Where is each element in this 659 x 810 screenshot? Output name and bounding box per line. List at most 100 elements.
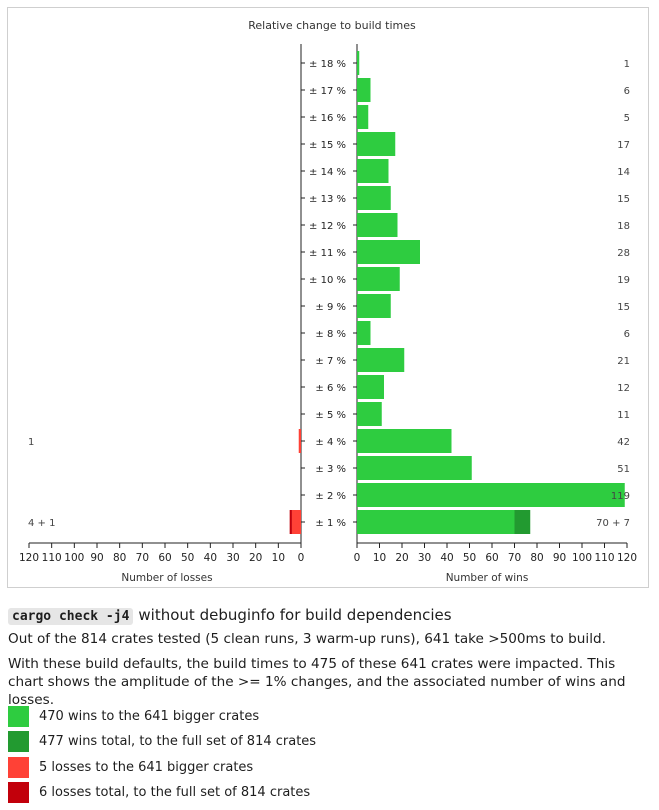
losses-x-tick-label: 10: [272, 552, 285, 564]
category-label: ± 7 %: [315, 356, 346, 367]
win-value-label: 11: [617, 410, 630, 421]
wins-x-tick-label: 40: [440, 552, 453, 564]
category-label: ± 15 %: [309, 140, 346, 151]
win-value-label: 5: [624, 113, 630, 124]
wins-x-tick-label: 60: [485, 552, 498, 564]
win-bar: [357, 348, 405, 372]
win-bar: [357, 402, 382, 426]
losses-x-tick-label: 80: [113, 552, 126, 564]
legend-label: 470 wins to the 641 bigger crates: [39, 708, 260, 724]
description-heading: cargo check -j4 without debuginfo for bui…: [8, 606, 653, 626]
losses-x-tick-label: 120: [19, 552, 39, 564]
win-total-bar: [514, 510, 531, 534]
win-bar: [357, 321, 371, 345]
losses-x-tick-label: 20: [249, 552, 262, 564]
wins-x-axis-title: Number of wins: [446, 572, 529, 584]
category-label: ± 10 %: [309, 275, 346, 286]
win-bar: [357, 105, 369, 129]
win-value-label: 1: [624, 59, 630, 70]
losses-x-tick-label: 100: [64, 552, 84, 564]
win-value-label: 28: [617, 248, 630, 259]
wins-x-tick-label: 10: [373, 552, 386, 564]
loss-total-bar: [289, 510, 292, 534]
legend-swatch-losses: [8, 756, 29, 778]
category-label: ± 17 %: [309, 86, 346, 97]
win-bar: [357, 267, 400, 291]
win-value-label: 6: [624, 86, 630, 97]
legend-item-losses-total: 6 losses total, to the full set of 814 c…: [8, 781, 310, 803]
win-value-label: 18: [617, 221, 630, 232]
chart-title: Relative change to build times: [248, 19, 416, 32]
wins-x-tick-label: 80: [530, 552, 543, 564]
win-value-label: 6: [624, 329, 630, 340]
losses-x-tick-label: 50: [181, 552, 194, 564]
win-bar: [357, 78, 371, 102]
wins-x-tick-label: 0: [354, 552, 361, 564]
category-label: ± 2 %: [315, 491, 346, 502]
win-value-label: 15: [617, 194, 630, 205]
chart-panel: Relative change to build times ± 18 % 1 ± 1…: [7, 7, 649, 588]
win-value-label: 21: [617, 356, 630, 367]
win-bar: [357, 375, 384, 399]
legend-item-losses: 5 losses to the 641 bigger crates: [8, 756, 253, 778]
description-paragraph-2: With these build defaults, the build tim…: [8, 656, 626, 708]
win-value-label: 15: [617, 302, 630, 313]
win-bar: [357, 510, 515, 534]
win-value-label: 51: [617, 464, 630, 475]
category-label: ± 11 %: [309, 248, 346, 259]
win-value-label: 70 + 7: [596, 518, 630, 529]
win-bar: [357, 456, 472, 480]
category-label: ± 14 %: [309, 167, 346, 178]
win-value-label: 19: [617, 275, 630, 286]
category-label: ± 3 %: [315, 464, 346, 475]
category-label: ± 13 %: [309, 194, 346, 205]
wins-x-tick-label: 30: [418, 552, 431, 564]
chart-svg: Relative change to build times ± 18 % 1 ± 1…: [19, 19, 637, 584]
category-label: ± 9 %: [315, 302, 346, 313]
category-label: ± 5 %: [315, 410, 346, 421]
legend-swatch-wins-total: [8, 730, 29, 752]
win-bar: [357, 429, 452, 453]
win-bar: [357, 186, 391, 210]
heading-text: without debuginfo for build dependencies: [138, 606, 452, 624]
win-bar: [357, 240, 420, 264]
legend-swatch-wins: [8, 705, 29, 727]
legend-label: 6 losses total, to the full set of 814 c…: [39, 784, 311, 800]
win-bar: [357, 483, 625, 507]
losses-x-tick-label: 70: [136, 552, 149, 564]
wins-x-tick-label: 100: [572, 552, 592, 564]
wins-x-tick-label: 110: [594, 552, 614, 564]
category-label: ± 4 %: [315, 437, 346, 448]
category-label: ± 8 %: [315, 329, 346, 340]
category-label: ± 18 %: [309, 59, 346, 70]
win-bar: [357, 159, 389, 183]
win-value-label: 42: [617, 437, 630, 448]
losses-x-axis-title: Number of losses: [121, 572, 212, 584]
legend-item-wins-total: 477 wins total, to the full set of 814 c…: [8, 730, 316, 752]
wins-x-tick-label: 70: [508, 552, 521, 564]
legend-label: 477 wins total, to the full set of 814 c…: [39, 733, 317, 749]
losses-x-tick-label: 40: [204, 552, 217, 564]
losses-x-tick-label: 60: [158, 552, 171, 564]
losses-x-tick-label: 90: [90, 552, 103, 564]
win-value-label: 14: [617, 167, 630, 178]
legend-label: 5 losses to the 641 bigger crates: [39, 759, 254, 775]
wins-x-tick-label: 50: [463, 552, 476, 564]
category-label: ± 12 %: [309, 221, 346, 232]
category-label: ± 1 %: [315, 518, 346, 529]
win-bar: [357, 51, 360, 75]
losses-x-tick-label: 110: [42, 552, 62, 564]
wins-x-tick-label: 20: [395, 552, 408, 564]
win-bar: [357, 132, 396, 156]
wins-x-tick-label: 120: [617, 552, 637, 564]
loss-value-label: 1: [28, 437, 34, 448]
losses-x-tick-label: 30: [226, 552, 239, 564]
legend-swatch-losses-total: [8, 781, 29, 803]
loss-bar: [298, 429, 301, 453]
wins-x-tick-label: 90: [553, 552, 566, 564]
win-bar: [357, 294, 391, 318]
win-value-label: 17: [617, 140, 630, 151]
command-code: cargo check -j4: [8, 608, 134, 625]
win-bar: [357, 213, 398, 237]
description-paragraph-1: Out of the 814 crates tested (5 clean ru…: [8, 631, 606, 647]
